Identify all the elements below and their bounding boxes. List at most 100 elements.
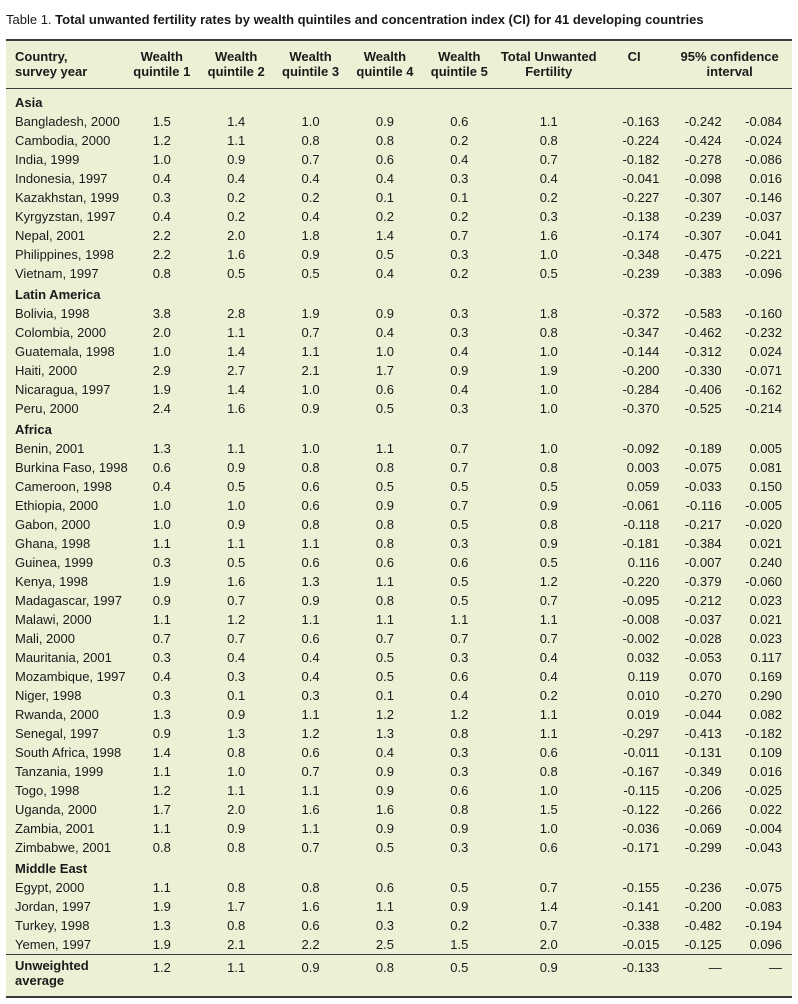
cell-quintile-2: 2.0: [227, 801, 246, 817]
cell-quintile-4: 1.7: [375, 362, 394, 378]
cell-quintile-5: 0.7: [450, 497, 469, 513]
cell-ci: -0.348: [622, 246, 660, 262]
cell-ci-upper: -0.096: [745, 265, 782, 281]
cell-quintile-4: 0.7: [375, 630, 394, 646]
cell-quintile-4: 0.2: [375, 208, 394, 224]
table-row: Benin, 2001 1.3 1.1 1.0 1.1 0.7 1.0 -0.092 -0.18…: [6, 439, 792, 458]
cell-country: Kazakhstan, 1999: [15, 189, 120, 205]
cell-ci-lower: -0.307: [684, 189, 722, 205]
cell-ci-lower: -0.131: [684, 744, 722, 760]
cell-quintile-2: 0.8: [227, 879, 246, 895]
cell-quintile-1: 0.3: [152, 649, 171, 665]
cell-ci: -0.155: [622, 879, 660, 895]
cell-ci-upper: 0.150: [749, 478, 782, 494]
cell-quintile-4: 0.1: [375, 189, 394, 205]
table-row: Turkey, 1998 1.3 0.8 0.6 0.3 0.2 0.7 -0.338 -0.4…: [6, 916, 792, 935]
region-header-row: Asia: [6, 88, 792, 112]
cell-ci-upper: -0.005: [745, 497, 782, 513]
cell-quintile-4: 0.4: [375, 265, 394, 281]
cell-ci-lower: -0.212: [684, 592, 722, 608]
region-header-row: Latin America: [6, 283, 792, 304]
cell-quintile-1: 2.2: [152, 227, 171, 243]
cell-quintile-3: 0.8: [301, 879, 320, 895]
cell-total: 0.4: [539, 649, 558, 665]
cell-country: Guinea, 1999: [15, 554, 94, 570]
cell-quintile-3: 0.9: [301, 592, 320, 608]
cell-quintile-4: 0.8: [375, 132, 394, 148]
cell-ci-lower: -0.217: [684, 516, 722, 532]
cell-total: 0.8: [539, 763, 558, 779]
cell-quintile-3: 1.1: [301, 343, 320, 359]
cell-quintile-1: 1.2: [152, 132, 171, 148]
cell-quintile-1: 0.8: [152, 265, 171, 281]
cell-country: Indonesia, 1997: [15, 170, 108, 186]
cell-quintile-2: 1.1: [227, 440, 246, 456]
cell-quintile-5: 0.9: [450, 820, 469, 836]
cell-quintile-4: 0.3: [375, 917, 394, 933]
table-row: Ghana, 1998 1.1 1.1 1.1 0.8 0.3 0.9 -0.181 -0.38…: [6, 534, 792, 553]
cell-quintile-4: 0.4: [375, 170, 394, 186]
table-row: Tanzania, 1999 1.1 1.0 0.7 0.9 0.3 0.8 -0.167 -0…: [6, 762, 792, 781]
cell-quintile-2: 0.1: [227, 687, 246, 703]
cell-quintile-1: 0.9: [152, 725, 171, 741]
cell-ci-lower: -0.278: [684, 151, 722, 167]
cell-total: 1.1: [539, 113, 558, 129]
cell-ci-lower: -0.236: [684, 879, 722, 895]
cell-quintile-1: 0.6: [152, 459, 171, 475]
cell-ci: -0.171: [622, 839, 660, 855]
cell-quintile-4: 0.5: [375, 839, 394, 855]
cell-quintile-3: 0.8: [301, 132, 320, 148]
cell-quintile-3: 1.6: [301, 898, 320, 914]
cell-quintile-4: 1.4: [375, 227, 394, 243]
average-cell-quintile-2: 1.1: [227, 959, 246, 975]
cell-ci-lower: -0.206: [684, 782, 722, 798]
average-row: Unweighted average 1.2 1.1 0.9 0.8 0.5 0.9 -0.13…: [6, 955, 792, 988]
cell-ci-lower: -0.098: [684, 170, 722, 186]
cell-country: Guatemala, 1998: [15, 343, 115, 359]
cell-ci-upper: -0.162: [745, 381, 782, 397]
table-row: Cambodia, 2000 1.2 1.1 0.8 0.8 0.2 0.8 -0.224 -0…: [6, 131, 792, 150]
cell-ci-upper: 0.081: [749, 459, 782, 475]
cell-quintile-1: 1.0: [152, 516, 171, 532]
cell-quintile-2: 1.4: [227, 113, 246, 129]
region-name: Africa: [15, 421, 52, 437]
table-row: Zimbabwe, 2001 0.8 0.8 0.7 0.5 0.3 0.6 -0.171 -0…: [6, 838, 792, 857]
cell-country: Burkina Faso, 1998: [15, 459, 128, 475]
cell-country: Ethiopia, 2000: [15, 497, 99, 513]
cell-ci: -0.138: [622, 208, 660, 224]
cell-quintile-4: 0.9: [375, 782, 394, 798]
cell-quintile-5: 0.5: [450, 573, 469, 589]
table-row: Senegal, 1997 0.9 1.3 1.2 1.3 0.8 1.1 -0.297 -0.…: [6, 724, 792, 743]
cell-ci: -0.118: [623, 516, 660, 532]
cell-ci: -0.122: [622, 801, 660, 817]
cell-quintile-1: 1.1: [152, 820, 171, 836]
cell-quintile-3: 0.6: [301, 630, 320, 646]
cell-quintile-1: 0.4: [152, 170, 171, 186]
cell-ci-upper: 0.023: [749, 630, 782, 646]
cell-quintile-4: 0.6: [375, 151, 394, 167]
cell-total: 0.9: [539, 535, 558, 551]
region-name: Middle East: [15, 860, 88, 876]
cell-country: Vietnam, 1997: [15, 265, 99, 281]
cell-quintile-1: 3.8: [152, 305, 171, 321]
cell-quintile-2: 0.5: [227, 554, 246, 570]
cell-total: 0.7: [539, 151, 558, 167]
cell-total: 0.7: [539, 879, 558, 895]
cell-quintile-3: 0.4: [301, 668, 320, 684]
cell-quintile-3: 0.4: [301, 649, 320, 665]
cell-quintile-5: 1.5: [450, 936, 469, 952]
cell-ci: -0.011: [623, 744, 660, 760]
cell-country: Gabon, 2000: [15, 516, 91, 532]
cell-ci-upper: -0.024: [745, 132, 782, 148]
cell-total: 2.0: [539, 936, 558, 952]
cell-quintile-5: 0.3: [450, 305, 469, 321]
cell-quintile-2: 2.8: [227, 305, 246, 321]
cell-quintile-5: 0.4: [450, 381, 469, 397]
cell-country: Mozambique, 1997: [15, 668, 126, 684]
average-cell-total: 0.9: [539, 959, 558, 975]
cell-quintile-1: 2.0: [152, 324, 171, 340]
cell-quintile-5: 0.6: [450, 782, 469, 798]
cell-country: Zimbabwe, 2001: [15, 839, 112, 855]
cell-ci: -0.163: [622, 113, 660, 129]
table-row: Egypt, 2000 1.1 0.8 0.8 0.6 0.5 0.7 -0.155 -0.23…: [6, 878, 792, 897]
